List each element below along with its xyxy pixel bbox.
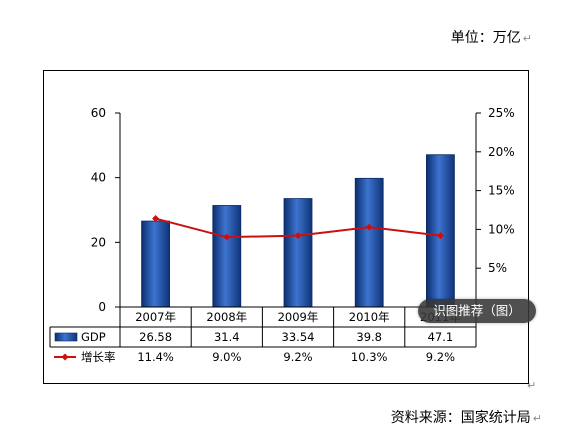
gdp-bar: [283, 198, 313, 308]
gdp-table-value: 39.8: [356, 330, 382, 344]
left-axis-tick-label: 20: [91, 235, 106, 249]
gdp-bar: [212, 205, 242, 308]
growth-rate-point: [436, 232, 444, 240]
right-axis-tick-label: 10%: [488, 222, 515, 236]
gdp-table-value: 33.54: [282, 330, 315, 344]
growth-table-value: 10.3%: [351, 350, 388, 364]
image-recommend-badge[interactable]: 识图推荐（图）: [418, 299, 536, 323]
left-axis-tick-label: 0: [98, 300, 106, 314]
growth-table-value: 9.2%: [283, 350, 312, 364]
growth-rate-point: [152, 215, 160, 223]
gdp-bar: [354, 177, 384, 308]
growth-rate-point: [365, 223, 373, 231]
category-label: 2009年: [278, 310, 319, 324]
gdp-growth-chart: 0 20 40 60 5% 10% 15% 20% 25% 2007年 2008年 2009年 2010…: [49, 106, 515, 364]
source-label: 资料来源：国家统计局 ↵: [390, 410, 542, 426]
category-label: 2007年: [135, 310, 176, 324]
return-mark: ↵: [527, 379, 537, 392]
gdp-legend-key: [54, 332, 78, 342]
category-label: 2008年: [206, 310, 247, 324]
growth-legend-label: 增长率: [81, 350, 116, 364]
right-axis-tick-label: 15%: [488, 184, 515, 198]
gdp-table-value: 47.1: [428, 330, 454, 344]
chart-frame: 0 20 40 60 5% 10% 15% 20% 25% 2007年 2008年 2009年 2010…: [43, 70, 529, 384]
gdp-legend-label: GDP: [81, 330, 106, 344]
gdp-table-value: 26.58: [139, 330, 172, 344]
right-axis-tick-label: 25%: [488, 106, 515, 120]
right-axis-tick-label: 5%: [488, 261, 507, 275]
growth-table-value: 9.2%: [426, 350, 455, 364]
growth-rate-point: [294, 232, 302, 240]
gdp-table-value: 31.4: [214, 330, 240, 344]
left-axis-tick-label: 60: [91, 106, 106, 120]
left-axis-tick-label: 40: [91, 171, 106, 185]
right-axis-tick-label: 20%: [488, 145, 515, 159]
growth-legend-marker: [61, 353, 69, 361]
growth-table-value: 11.4%: [137, 350, 174, 364]
growth-table-value: 9.0%: [212, 350, 241, 364]
growth-rate-point: [223, 233, 231, 241]
category-label: 2010年: [349, 310, 390, 324]
unit-label: 单位：万亿 ↵: [450, 30, 532, 46]
gdp-bar: [141, 220, 170, 308]
gdp-bar: [425, 154, 455, 308]
